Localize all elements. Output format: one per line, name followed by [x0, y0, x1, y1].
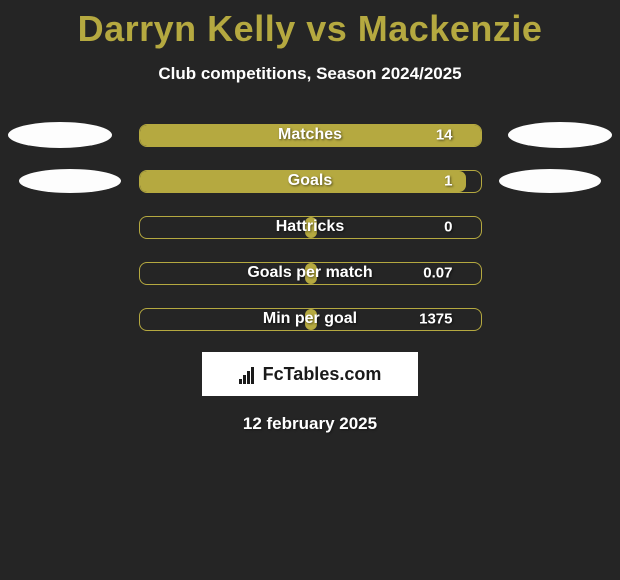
bar-outline: Matches 14 [139, 124, 482, 147]
bar-row: Goals 1 [0, 158, 620, 204]
logo-inner: FcTables.com [239, 364, 382, 385]
bar-fill [140, 125, 482, 146]
bar-outline: Hattricks 0 [139, 216, 482, 239]
player-ellipse-right [499, 169, 601, 193]
bar-outline: Min per goal 1375 [139, 308, 482, 331]
bar-row: Hattricks 0 [0, 204, 620, 250]
logo-text: FcTables.com [263, 364, 382, 385]
bar-row: Matches 14 [0, 112, 620, 158]
player-ellipse-right [508, 122, 612, 148]
bar-row: Min per goal 1375 [0, 296, 620, 342]
bar-fill [305, 217, 317, 238]
bar-outline: Goals per match 0.07 [139, 262, 482, 285]
page-title: Darryn Kelly vs Mackenzie [0, 0, 620, 50]
bars-icon [239, 364, 259, 384]
bar-row: Goals per match 0.07 [0, 250, 620, 296]
bar-value: 0 [444, 219, 452, 236]
subtitle: Club competitions, Season 2024/2025 [0, 64, 620, 84]
bar-fill [305, 309, 317, 330]
player-ellipse-left [8, 122, 112, 148]
bar-value: 0.07 [423, 265, 452, 282]
bars-area: Matches 14 Goals 1 Hattricks 0 [0, 112, 620, 342]
bar-fill [140, 171, 466, 192]
date-text: 12 february 2025 [0, 414, 620, 434]
logo-box: FcTables.com [202, 352, 418, 396]
comparison-infographic: Darryn Kelly vs Mackenzie Club competiti… [0, 0, 620, 580]
player-ellipse-left [19, 169, 121, 193]
bar-fill [305, 263, 317, 284]
bar-value: 1375 [419, 311, 452, 328]
bar-outline: Goals 1 [139, 170, 482, 193]
